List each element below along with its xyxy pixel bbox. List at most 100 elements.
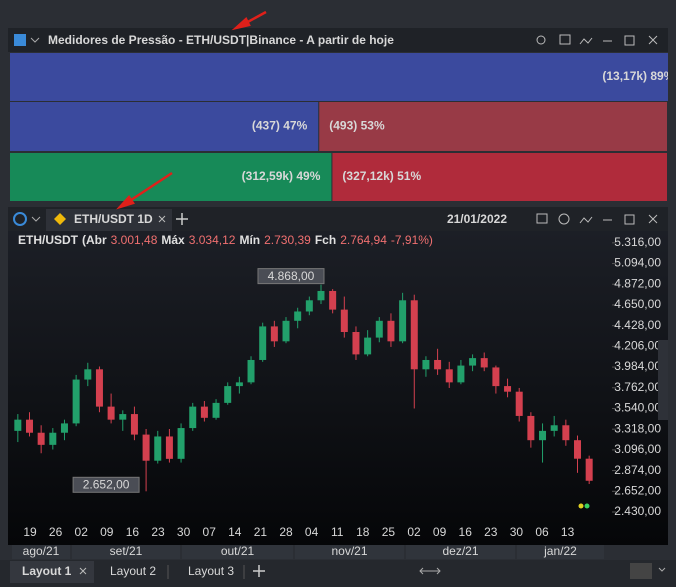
x-tick-label: 06 <box>535 525 549 539</box>
candle-body <box>480 358 488 368</box>
ohlc-legend: ETH/USDT (Abr 3.001,48 Máx 3.034,12 Mín 2.730,… <box>18 233 433 247</box>
candle-body <box>142 434 150 461</box>
legend-item: -7,91%) <box>391 233 433 247</box>
y-tick-label: 2.652,00 <box>614 483 661 497</box>
candle-body <box>212 402 220 418</box>
candle-body <box>445 369 453 383</box>
layout-tab-label[interactable]: Layout 1 <box>22 564 72 578</box>
legend-item: 2.764,94 <box>340 233 387 247</box>
month-label: ago/21 <box>23 544 60 558</box>
chart-date: 21/01/2022 <box>447 212 507 226</box>
candle-body <box>422 359 430 370</box>
pressure-bar <box>332 153 667 201</box>
candle-body <box>95 369 103 407</box>
y-tick-label: 3.318,00 <box>614 421 661 435</box>
candle-body <box>375 320 383 338</box>
x-tick-label: 30 <box>510 525 524 539</box>
candle-body <box>305 300 313 312</box>
price-tag-label: 4.868,00 <box>268 269 315 283</box>
x-tick-label: 23 <box>151 525 165 539</box>
x-tick-label: 16 <box>126 525 140 539</box>
clock-icon[interactable] <box>13 212 27 226</box>
annotation-arrows <box>116 10 267 210</box>
tab-title: ETH/USDT 1D <box>74 212 153 226</box>
price-tag <box>72 476 140 493</box>
month-label: dez/21 <box>442 544 478 558</box>
candle-body <box>130 414 138 435</box>
candle-body <box>235 382 243 387</box>
candle-body <box>200 406 208 418</box>
add-tab[interactable] <box>176 213 188 225</box>
candle-body <box>14 419 22 431</box>
candle-body <box>270 326 278 342</box>
window-controls[interactable] <box>536 213 658 225</box>
candle-body <box>527 415 535 441</box>
month-label: set/21 <box>110 544 143 558</box>
candle-body <box>154 436 162 461</box>
tab[interactable] <box>46 209 172 231</box>
month-cell <box>12 545 70 559</box>
candle-body <box>585 458 593 481</box>
x-tick-label: 23 <box>484 525 498 539</box>
y-tick-label: 5.094,00 <box>614 256 661 270</box>
layout-tab-label[interactable]: Layout 2 <box>110 564 156 578</box>
dropdown-icon[interactable] <box>31 216 41 222</box>
x-tick-label: 21 <box>254 525 268 539</box>
dropdown-icon[interactable] <box>658 567 666 572</box>
legend-item: 2.730,39 <box>264 233 311 247</box>
candle-body <box>259 326 267 360</box>
chart-area <box>8 231 668 545</box>
legend-item: Fch <box>315 233 336 247</box>
x-tick-label: 19 <box>23 525 37 539</box>
x-tick-label: 09 <box>100 525 114 539</box>
month-cell <box>517 545 604 559</box>
window-controls[interactable] <box>536 34 658 46</box>
x-tick-label: 02 <box>407 525 421 539</box>
close-tab[interactable] <box>158 215 166 223</box>
candle-body <box>282 320 290 342</box>
candle-body <box>340 309 348 332</box>
add-layout[interactable] <box>253 565 265 577</box>
scroll-arrows[interactable] <box>419 567 441 575</box>
x-tick-label: 13 <box>561 525 575 539</box>
legend-item: 3.034,12 <box>189 233 236 247</box>
widget-title: Medidores de Pressão - ETH/USDT|Binance … <box>48 33 394 47</box>
legend-item: Máx <box>161 233 185 247</box>
layout-button[interactable] <box>630 563 652 579</box>
candle-body <box>504 386 512 392</box>
candle-body <box>60 423 68 433</box>
y-tick-label: 3.096,00 <box>614 442 661 456</box>
y-tick-label: 3.984,00 <box>614 359 661 373</box>
pressure-label: (493) 53% <box>329 119 385 133</box>
y-tick-label: 2.874,00 <box>614 463 661 477</box>
price-tag <box>257 268 325 285</box>
layout-tab-label[interactable]: Layout 3 <box>188 564 234 578</box>
dropdown-icon[interactable] <box>30 37 40 43</box>
y-tick-label: 4.428,00 <box>614 318 661 332</box>
y-tick-label: 5.316,00 <box>614 235 661 249</box>
side-handle[interactable] <box>658 340 668 420</box>
corner <box>604 545 676 560</box>
candle-body <box>574 440 582 459</box>
widget-icon[interactable] <box>14 34 26 46</box>
widget-header <box>8 28 668 52</box>
y-tick-label: 4.650,00 <box>614 297 661 311</box>
candle-body <box>410 300 418 370</box>
month-label: out/21 <box>221 544 255 558</box>
month-cell <box>182 545 293 559</box>
pressure-label: (437) 47% <box>252 119 308 133</box>
candle-body <box>107 406 115 420</box>
close-layout[interactable] <box>79 567 87 575</box>
legend-item: ETH/USDT <box>18 233 79 247</box>
layout-tab[interactable] <box>10 561 94 583</box>
y-tick-label: 4.872,00 <box>614 276 661 290</box>
candle-body <box>189 406 197 429</box>
pressure-label: (13,17k) 89% <box>602 69 674 83</box>
pressure-bar <box>10 53 668 101</box>
y-tick-label: 4.206,00 <box>614 339 661 353</box>
candle-body <box>550 425 558 431</box>
x-tick-label: 02 <box>75 525 89 539</box>
candle-body <box>247 359 255 383</box>
x-tick-label: 28 <box>279 525 293 539</box>
